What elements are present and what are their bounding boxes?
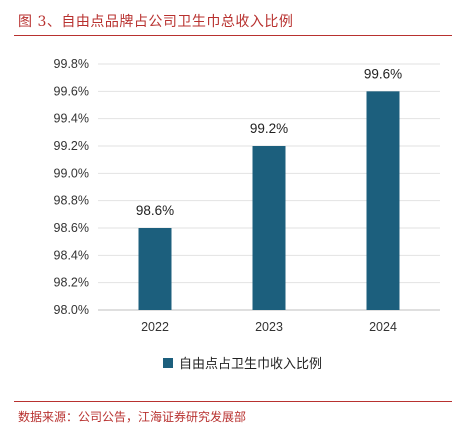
bar-2024 [366, 91, 400, 310]
y-tick-label: 99.4% [54, 112, 89, 126]
y-tick-label: 98.8% [54, 194, 89, 208]
data-label-2022: 98.6% [136, 203, 174, 218]
source-rule [14, 401, 452, 402]
y-tick-label: 98.6% [54, 221, 89, 235]
data-label-2024: 99.6% [364, 66, 402, 81]
x-tick-label-2023: 2023 [255, 320, 283, 334]
x-axis-ticks: 2022 2023 2024 [141, 320, 397, 334]
y-tick-label: 99.6% [54, 84, 89, 98]
bars [138, 91, 400, 310]
x-tick-label-2024: 2024 [369, 320, 397, 334]
y-tick-label: 98.0% [54, 303, 89, 317]
data-label-2023: 99.2% [250, 121, 288, 136]
legend-label: 自由点占卫生巾收入比例 [179, 357, 323, 372]
figure-title: 图 3、自由点品牌占公司卫生巾总收入比例 [18, 14, 294, 30]
bar-2023 [252, 146, 286, 310]
title-rule [14, 35, 452, 36]
figure-source: 数据来源：公司公告，江海证券研究发展部 [18, 410, 247, 424]
legend-swatch [163, 357, 173, 368]
bar-chart: 98.0% 98.2% 98.4% 98.6% 98.8% 99.0% 99.2% 99.4%… [54, 57, 440, 334]
y-axis-ticks: 98.0% 98.2% 98.4% 98.6% 98.8% 99.0% 99.2% 99.4%… [54, 57, 89, 317]
y-tick-label: 98.4% [54, 248, 89, 262]
legend: 自由点占卫生巾收入比例 [163, 353, 322, 372]
y-tick-label: 98.2% [54, 276, 89, 290]
y-tick-label: 99.0% [54, 166, 89, 180]
x-tick-label-2022: 2022 [141, 320, 169, 334]
bar-2022 [138, 228, 172, 310]
y-tick-label: 99.8% [54, 57, 89, 71]
y-tick-label: 99.2% [54, 139, 89, 153]
data-labels: 98.6% 99.2% 99.6% [136, 66, 402, 218]
